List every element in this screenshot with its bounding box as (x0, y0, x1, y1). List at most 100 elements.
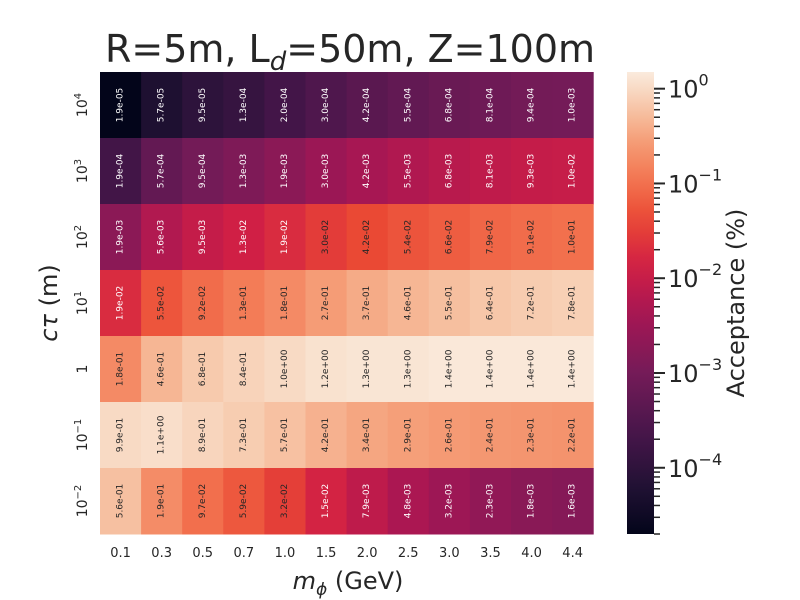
heatmap-cell-label: 1.0e-01 (568, 220, 578, 255)
heatmap-cell-label: 5.5e-04 (403, 87, 413, 122)
heatmap-cell (428, 204, 471, 271)
heatmap-cell-label: 1.6e-03 (568, 484, 578, 519)
heatmap-cell (552, 270, 594, 337)
heatmap-cell-label: 7.8e-01 (568, 286, 578, 321)
heatmap-cell (223, 72, 265, 139)
heatmap-cell (141, 336, 183, 403)
heatmap-cell (346, 336, 389, 403)
heatmap-cell-label: 5.9e-02 (239, 484, 249, 519)
heatmap-cell-label: 7.9e-02 (485, 220, 495, 255)
heatmap-cell-label: 1.3e-04 (239, 87, 249, 122)
heatmap-cell (387, 336, 430, 403)
heatmap-cell (264, 204, 306, 271)
heatmap-cell (428, 270, 471, 337)
heatmap-cell-label: 4.8e-03 (403, 484, 413, 519)
heatmap-cell (428, 72, 471, 139)
heatmap-cell-label: 5.7e-01 (280, 418, 290, 453)
heatmap-cell (428, 468, 471, 535)
heatmap-cell-label: 5.6e-03 (157, 220, 167, 255)
heatmap-cell-label: 6.8e-03 (444, 154, 454, 189)
heatmap-cell (182, 138, 224, 205)
heatmap-cell-label: 6.8e-04 (444, 87, 454, 122)
heatmap-cell-label: 4.6e-01 (157, 352, 167, 387)
heatmap-cell-label: 6.4e-01 (485, 286, 495, 321)
x-tick-label: 4.0 (521, 546, 542, 561)
heatmap-cell-label: 8.1e-04 (485, 87, 495, 122)
heatmap-cell (141, 72, 183, 139)
heatmap-cell-label: 9.9e-01 (116, 418, 126, 453)
heatmap-cell (264, 270, 306, 337)
y-tick-label: 101 (73, 291, 91, 315)
heatmap-cell-label: 5.7e-04 (157, 153, 167, 188)
heatmap-cell-label: 2.7e-01 (321, 286, 331, 321)
heatmap-cell (264, 402, 306, 469)
heatmap-cell (346, 72, 389, 139)
heatmap-cell-label: 2.0e-04 (280, 87, 290, 122)
heatmap-cell-label: 5.4e-02 (403, 220, 413, 255)
heatmap-cell (346, 402, 389, 469)
heatmap-cell (182, 270, 224, 337)
x-tick-label: 3.5 (480, 546, 501, 561)
heatmap-cell (182, 336, 224, 403)
heatmap-cell-label: 1.9e-03 (116, 220, 126, 255)
heatmap-cell-label: 1.5e-02 (321, 484, 331, 519)
heatmap-cell (469, 72, 512, 139)
heatmap-cell (428, 402, 471, 469)
y-tick-label: 103 (73, 159, 91, 183)
heatmap-cell (264, 138, 306, 205)
x-axis-label-units: (GeV) (327, 567, 403, 595)
x-axis-label: mϕ (GeV) (293, 567, 404, 600)
heatmap-cell (100, 204, 142, 271)
heatmap-cell-label: 3.4e-01 (362, 418, 372, 453)
heatmap-cell (264, 468, 306, 535)
heatmap-cell-label: 1.9e-02 (116, 286, 126, 321)
y-tick-labels: 104 103 102 101 1 10−1 10−2 (73, 93, 91, 517)
heatmap-cell-label: 9.2e-02 (198, 286, 208, 321)
heatmap-cell-label: 5.6e-01 (116, 484, 126, 519)
heatmap-cell (100, 270, 142, 337)
heatmap-cell-label: 4.6e-01 (403, 286, 413, 321)
heatmap-cell-label: 3.0e-04 (321, 87, 331, 122)
heatmap-cell (182, 468, 224, 535)
heatmap-cell-label: 9.1e-02 (527, 220, 537, 255)
heatmap-cell (552, 336, 594, 403)
heatmap-cell-label: 8.4e-01 (239, 352, 249, 387)
y-axis-label: cτ (m) (35, 264, 63, 341)
x-tick-label: 0.7 (234, 546, 255, 561)
heatmap-cell (552, 72, 594, 139)
heatmap-cell-label: 1.3e-02 (239, 220, 249, 255)
heatmap-cell-label: 5.5e-03 (403, 154, 413, 189)
heatmap-cell-label: 9.7e-02 (198, 484, 208, 519)
heatmap-cell (141, 138, 183, 205)
heatmap-cell-label: 6.6e-02 (444, 220, 454, 255)
heatmap-cell-label: 3.0e-03 (321, 154, 331, 189)
heatmap-cell (305, 402, 348, 469)
heatmap-cell-label: 7.2e-01 (527, 286, 537, 321)
heatmap-cell-label: 1.0e+00 (280, 349, 290, 388)
heatmap-cell-label: 1.9e-02 (280, 220, 290, 255)
heatmap-cell (264, 336, 306, 403)
heatmap-cell (469, 468, 512, 535)
heatmap-cell (346, 204, 389, 271)
heatmap-cell-label: 1.1e+00 (157, 415, 167, 454)
heatmap-cell-label: 6.8e-01 (198, 352, 208, 387)
heatmap-cell (100, 336, 142, 403)
heatmap-cell (264, 72, 306, 139)
heatmap-cells (100, 72, 594, 535)
heatmap-cell (223, 402, 265, 469)
heatmap-cell-label: 3.2e-03 (444, 484, 454, 519)
heatmap-cell (511, 468, 553, 535)
x-axis-label-symbol: m (293, 567, 316, 595)
heatmap-cell (305, 336, 348, 403)
heatmap-cell (552, 468, 594, 535)
title-prefix: R=5m, L (105, 27, 270, 71)
heatmap-cell (387, 270, 430, 337)
heatmap-cell (141, 402, 183, 469)
heatmap-cell-label: 4.2e-01 (321, 418, 331, 453)
heatmap-cell (387, 72, 430, 139)
heatmap-cell-label: 2.2e-01 (568, 418, 578, 453)
heatmap-cell-label: 1.2e+00 (321, 349, 331, 388)
heatmap-cell (511, 72, 553, 139)
heatmap-cell-label: 9.3e-03 (527, 154, 537, 189)
